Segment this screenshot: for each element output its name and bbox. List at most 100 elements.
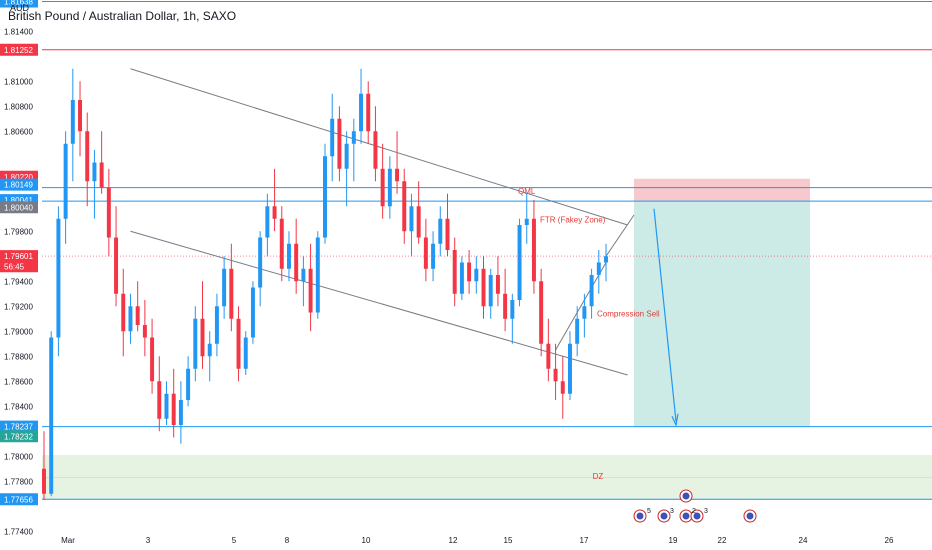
candle-body <box>351 131 356 144</box>
x-tick-label: 17 <box>580 536 589 545</box>
candle-body <box>431 243 436 269</box>
x-tick-label: 19 <box>669 536 678 545</box>
candle-body <box>315 237 320 313</box>
candle-body <box>49 337 54 494</box>
y-tick-label: 1.79000 <box>4 327 33 336</box>
flag-icon-inner <box>660 512 668 520</box>
candle-body <box>366 93 371 132</box>
candle-body <box>70 100 75 144</box>
candle-body <box>286 243 291 269</box>
candle-body <box>150 337 155 382</box>
candle-body <box>596 262 601 275</box>
candles-layer <box>42 68 608 500</box>
compression-trendline <box>555 262 607 351</box>
candle-body <box>171 393 176 425</box>
price-label-text: 1.78237 <box>4 423 33 432</box>
candle-body <box>409 206 414 232</box>
candle-body <box>56 218 61 338</box>
channel-lower-line <box>130 230 628 376</box>
price-label-text: 1.77656 <box>4 495 33 504</box>
time-axis[interactable]: Mar 3 5 8 10 12 15 17 19 22 24 26 <box>61 536 894 545</box>
candle-body <box>63 143 68 219</box>
candle-body <box>503 293 508 319</box>
price-axis[interactable]: 1.81400 1.81000 1.80800 1.80600 1.79800 1.794… <box>0 0 38 536</box>
candle-body <box>142 325 147 338</box>
candle-body <box>344 143 349 169</box>
candle-body <box>301 268 306 282</box>
candle-body <box>459 262 464 294</box>
event-count-label: 3 <box>704 508 708 515</box>
horizontal-levels-layer <box>42 0 932 500</box>
y-tick-label: 1.80600 <box>4 127 33 136</box>
price-label-text: 1.78232 <box>4 432 33 441</box>
candle-body <box>229 268 234 319</box>
candle-body <box>582 306 587 319</box>
sell-stop-zone <box>634 178 810 202</box>
y-tick-label: 1.78800 <box>4 352 33 361</box>
event-count-label: 5 <box>647 508 651 515</box>
channel-upper-line <box>130 68 628 226</box>
y-tick-label: 1.81400 <box>4 27 33 36</box>
event-count-label: 2 <box>692 508 696 515</box>
descending-channel <box>130 68 679 427</box>
candle-body <box>467 262 472 282</box>
flag-icon-inner <box>746 512 754 520</box>
candle-body <box>575 318 580 344</box>
price-label-badge <box>0 43 38 56</box>
candle-body <box>524 218 529 225</box>
candle-body <box>236 318 241 369</box>
flag-icon-inner <box>682 512 690 520</box>
candle-body <box>373 131 378 169</box>
candle-body <box>337 118 342 169</box>
price-label-badge <box>0 201 38 214</box>
price-label-badge <box>0 260 38 273</box>
y-tick-label: 1.79400 <box>4 277 33 286</box>
candle-body <box>279 218 284 269</box>
candle-body <box>135 306 140 325</box>
candle-body <box>510 300 515 319</box>
candle-body <box>359 93 364 132</box>
candle-body <box>560 381 565 394</box>
candle-body <box>294 243 299 282</box>
candle-body <box>604 256 608 263</box>
chart-title: British Pound / Australian Dollar, 1h, S… <box>8 9 237 23</box>
x-tick-label: 12 <box>449 536 458 545</box>
candle-body <box>42 468 46 494</box>
candle-body <box>85 131 90 182</box>
annotation-label: Compression Sell <box>597 309 660 318</box>
candle-body <box>395 168 400 182</box>
candle-body <box>531 218 536 282</box>
candle-body <box>265 206 270 238</box>
candle-body <box>222 268 227 307</box>
y-tick-label: 1.80800 <box>4 102 33 111</box>
annotations-layer: QML FTR (Fakey Zone) Compression Sell DZ <box>518 187 660 481</box>
price-label-badge <box>0 0 38 8</box>
flag-icon-inner <box>682 492 690 500</box>
candle-body <box>99 162 104 188</box>
candle-body <box>445 218 450 250</box>
x-tick-label: 8 <box>285 536 290 545</box>
y-tick-label: 1.78400 <box>4 402 33 411</box>
arrow-head <box>671 413 679 427</box>
candle-body <box>121 293 126 332</box>
candle-body <box>106 187 111 238</box>
event-markers: 5 3 2 3 <box>633 489 757 523</box>
x-tick-label: 15 <box>504 536 513 545</box>
y-tick-label: 1.78600 <box>4 377 33 386</box>
candle-body <box>553 368 558 382</box>
candle-body <box>308 268 313 313</box>
candle-body <box>495 275 500 294</box>
flag-icon-inner <box>636 512 644 520</box>
candle-body <box>402 181 407 232</box>
candle-body <box>423 237 428 269</box>
candle-body <box>250 287 255 338</box>
y-tick-label: 1.77400 <box>4 527 33 536</box>
candle-body <box>193 318 198 369</box>
candle-body <box>387 168 392 207</box>
y-tick-label: 1.79800 <box>4 227 33 236</box>
event-count-label: 3 <box>670 508 674 515</box>
price-label-text: 1.79601 <box>4 252 33 261</box>
zones-layer <box>42 178 932 500</box>
price-label-text: 56:45 <box>4 262 25 271</box>
